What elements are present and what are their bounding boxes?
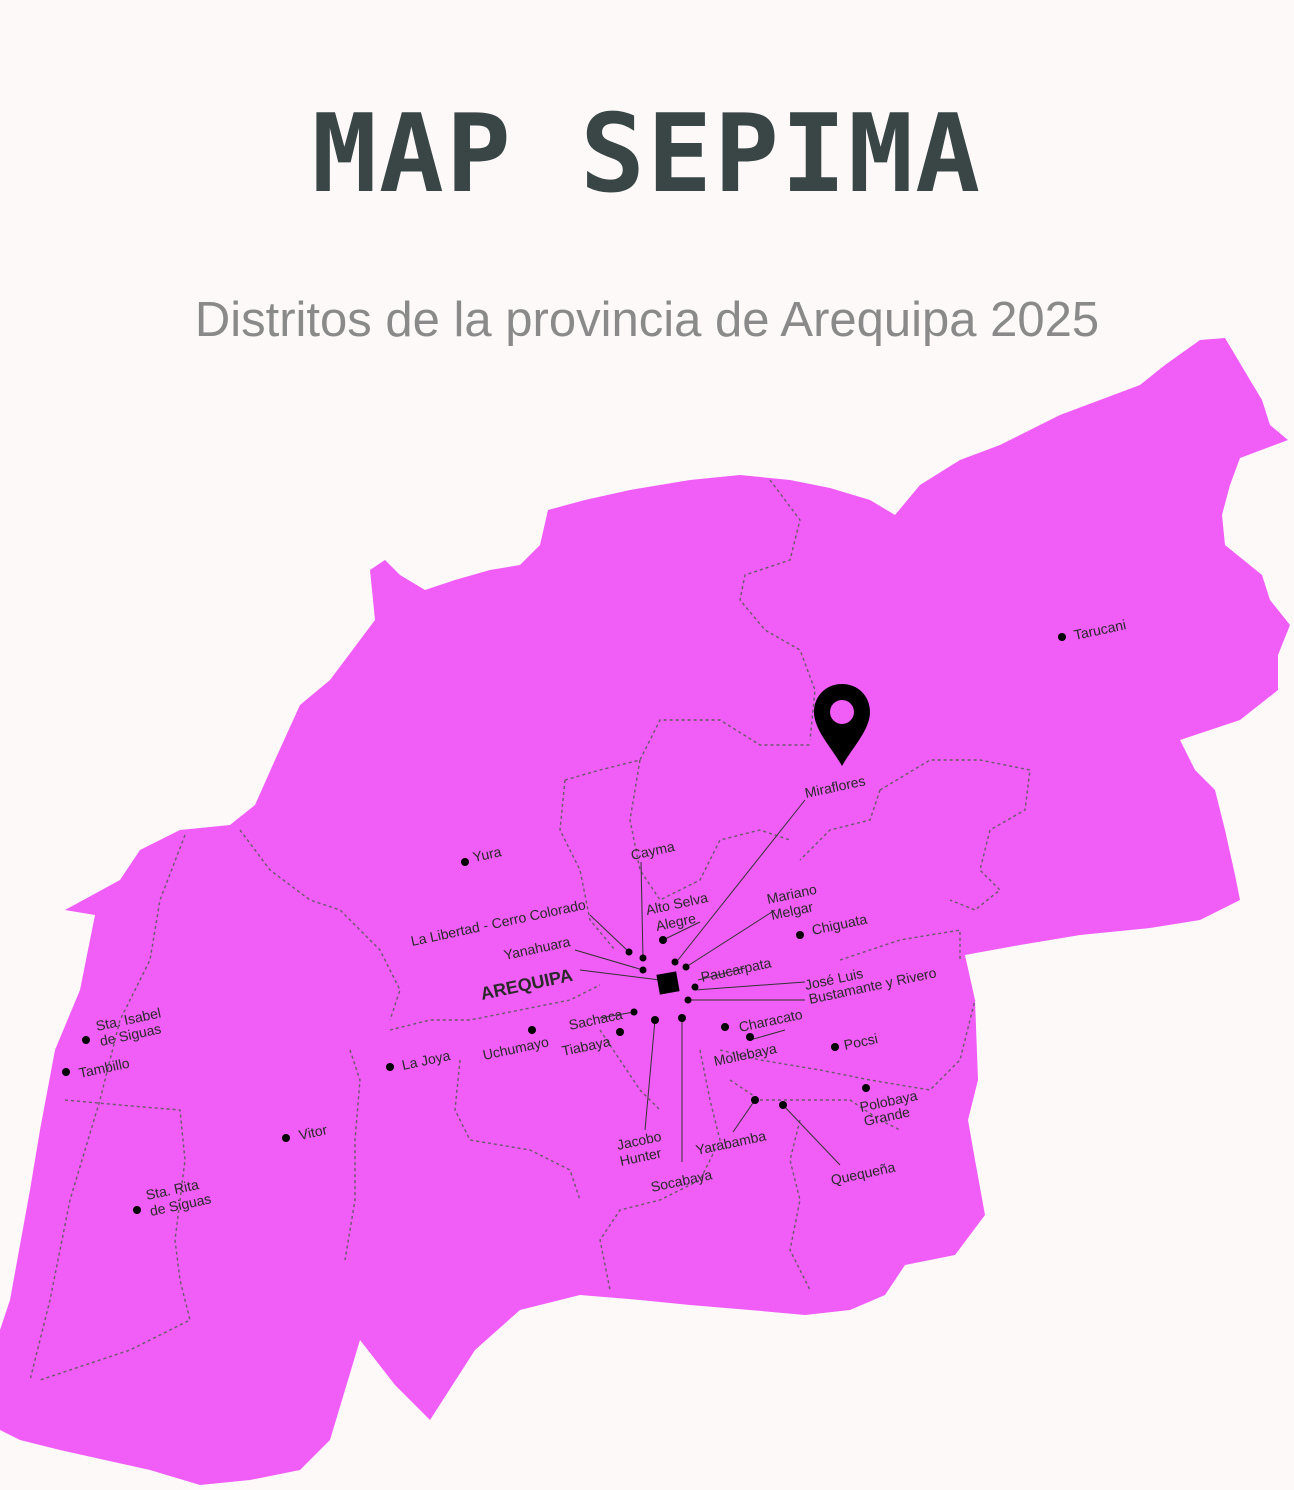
- district-dots: [62, 633, 1066, 1214]
- province-shape[interactable]: [0, 338, 1290, 1485]
- district-label: Yura: [471, 843, 503, 865]
- page-title: MAP SEPIMA: [311, 92, 983, 217]
- map-pin-icon[interactable]: [814, 684, 870, 766]
- capital-marker: [656, 971, 680, 995]
- district-label: Vitor: [297, 1121, 329, 1143]
- page-subtitle: Distritos de la provincia de Arequipa 20…: [194, 293, 1100, 347]
- leader-lines: [574, 799, 841, 1166]
- district-label: Pocsi: [842, 1030, 879, 1053]
